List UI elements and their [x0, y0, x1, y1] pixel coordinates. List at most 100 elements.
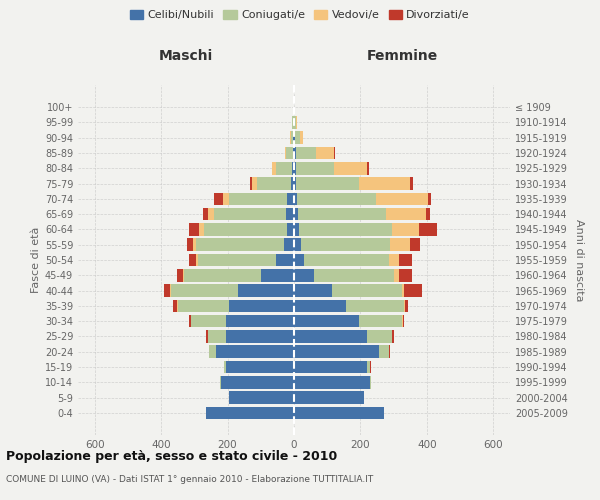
Bar: [286, 208, 294, 220]
Bar: [171, 284, 238, 297]
Bar: [419, 223, 437, 235]
Bar: [229, 300, 294, 312]
Bar: [214, 192, 223, 205]
Bar: [173, 300, 178, 312]
Bar: [359, 315, 402, 328]
Bar: [196, 238, 284, 251]
Bar: [379, 346, 389, 358]
Bar: [184, 269, 261, 281]
Bar: [398, 269, 412, 281]
Bar: [294, 178, 296, 190]
Bar: [221, 376, 294, 388]
Text: Femmine: Femmine: [367, 48, 437, 62]
Bar: [332, 284, 402, 297]
Bar: [410, 178, 413, 190]
Bar: [203, 223, 287, 235]
Bar: [398, 254, 412, 266]
Bar: [294, 132, 295, 144]
Bar: [359, 178, 410, 190]
Bar: [188, 223, 199, 235]
Bar: [220, 376, 221, 388]
Bar: [229, 392, 294, 404]
Bar: [294, 284, 332, 297]
Bar: [370, 376, 371, 388]
Bar: [292, 116, 293, 128]
Bar: [299, 223, 392, 235]
Bar: [314, 269, 394, 281]
Bar: [295, 132, 299, 144]
Bar: [250, 178, 253, 190]
Bar: [238, 284, 294, 297]
Y-axis label: Fasce di età: Fasce di età: [31, 227, 41, 293]
Bar: [261, 269, 294, 281]
Bar: [294, 254, 304, 266]
Bar: [294, 192, 296, 205]
Legend: Celibi/Nubili, Coniugati/e, Vedovi/e, Divorziati/e: Celibi/Nubili, Coniugati/e, Vedovi/e, Di…: [125, 6, 475, 25]
Bar: [190, 254, 196, 266]
Bar: [294, 223, 299, 235]
Bar: [294, 406, 384, 419]
Bar: [178, 300, 229, 312]
Bar: [294, 147, 296, 160]
Bar: [276, 254, 294, 266]
Bar: [316, 147, 334, 160]
Bar: [296, 147, 316, 160]
Bar: [334, 162, 367, 174]
Bar: [298, 208, 386, 220]
Bar: [346, 300, 404, 312]
Bar: [392, 330, 394, 342]
Bar: [229, 192, 287, 205]
Bar: [367, 162, 369, 174]
Bar: [164, 284, 170, 297]
Bar: [403, 315, 404, 328]
Bar: [187, 238, 193, 251]
Bar: [294, 360, 367, 373]
Text: Popolazione per età, sesso e stato civile - 2010: Popolazione per età, sesso e stato civil…: [6, 450, 337, 463]
Bar: [294, 346, 379, 358]
Bar: [294, 162, 296, 174]
Bar: [295, 116, 296, 128]
Bar: [209, 346, 216, 358]
Bar: [404, 300, 408, 312]
Bar: [367, 360, 370, 373]
Bar: [206, 406, 294, 419]
Bar: [170, 284, 171, 297]
Bar: [293, 132, 294, 144]
Bar: [226, 315, 294, 328]
Bar: [304, 254, 389, 266]
Bar: [394, 269, 398, 281]
Bar: [203, 208, 208, 220]
Bar: [299, 132, 303, 144]
Bar: [253, 178, 257, 190]
Bar: [296, 162, 334, 174]
Bar: [223, 192, 229, 205]
Bar: [392, 223, 419, 235]
Bar: [294, 315, 359, 328]
Bar: [189, 315, 191, 328]
Y-axis label: Anni di nascita: Anni di nascita: [574, 218, 584, 301]
Bar: [284, 238, 294, 251]
Bar: [296, 192, 376, 205]
Bar: [296, 178, 359, 190]
Bar: [206, 330, 208, 342]
Bar: [294, 269, 314, 281]
Bar: [193, 238, 196, 251]
Bar: [199, 223, 203, 235]
Bar: [290, 132, 293, 144]
Bar: [294, 238, 301, 251]
Bar: [284, 147, 286, 160]
Bar: [402, 315, 403, 328]
Bar: [294, 392, 364, 404]
Bar: [196, 254, 197, 266]
Bar: [286, 147, 293, 160]
Bar: [208, 208, 214, 220]
Bar: [410, 238, 420, 251]
Bar: [224, 360, 226, 373]
Bar: [334, 147, 335, 160]
Text: COMUNE DI LUINO (VA) - Dati ISTAT 1° gennaio 2010 - Elaborazione TUTTITALIA.IT: COMUNE DI LUINO (VA) - Dati ISTAT 1° gen…: [6, 475, 373, 484]
Bar: [386, 208, 426, 220]
Bar: [272, 162, 276, 174]
Bar: [294, 376, 370, 388]
Bar: [389, 254, 398, 266]
Bar: [292, 162, 294, 174]
